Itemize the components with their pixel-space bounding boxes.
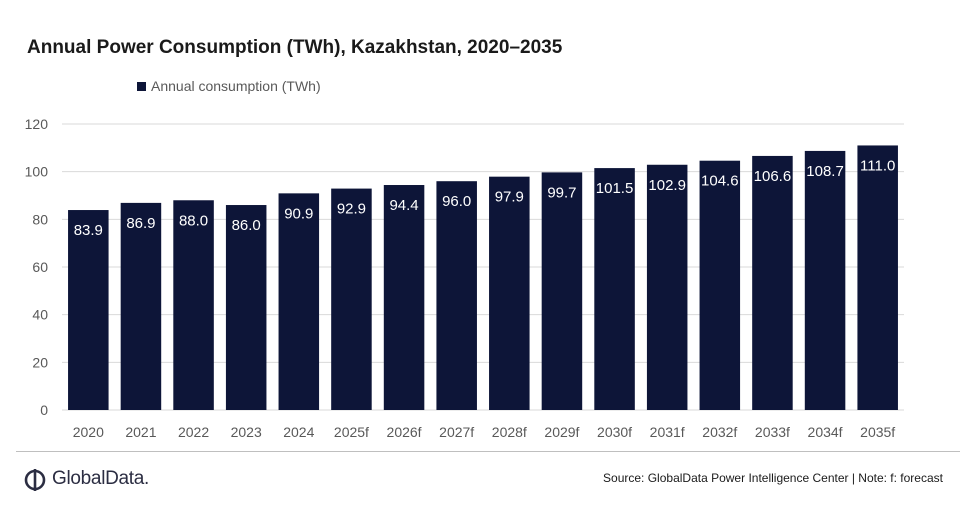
data-label: 102.9 (648, 177, 686, 194)
bar (752, 155, 793, 410)
x-tick-label: 2034f (808, 424, 843, 440)
bar (331, 188, 372, 410)
source-note: Source: GlobalData Power Intelligence Ce… (603, 471, 943, 485)
data-label: 101.5 (596, 180, 634, 197)
legend-label: Annual consumption (TWh) (151, 78, 321, 94)
data-label: 106.6 (754, 168, 792, 185)
x-tick-label: 2028f (492, 424, 527, 440)
bar (857, 145, 898, 410)
data-label: 92.9 (337, 201, 366, 218)
data-label: 88.0 (179, 212, 208, 229)
x-tick-label: 2025f (334, 424, 369, 440)
x-tick-label: 2022 (178, 424, 209, 440)
bar (489, 176, 530, 410)
bar-chart: 0 20 40 60 80 100 120 83.9 2020 86.9 2021 88.0 2022 8… (25, 116, 904, 440)
y-tick-label: 40 (32, 307, 48, 323)
y-tick-label: 0 (40, 402, 48, 418)
bar (646, 164, 688, 410)
globaldata-logo-text: GlobalData. (52, 468, 150, 489)
x-tick-label: 2021 (125, 424, 156, 440)
x-tick-label: 2035f (860, 424, 895, 440)
x-tick-label: 2027f (439, 424, 474, 440)
bar (120, 202, 162, 410)
bar (436, 181, 477, 410)
footer-divider (16, 451, 960, 452)
data-label: 94.4 (389, 197, 418, 214)
x-tick-label: 2026f (387, 424, 422, 440)
bar (68, 210, 109, 410)
globaldata-logo: GlobalData. (24, 465, 149, 493)
data-label: 99.7 (547, 184, 576, 201)
bar (541, 172, 583, 410)
x-tick-label: 2032f (702, 424, 737, 440)
x-tick-label: 2033f (755, 424, 790, 440)
chart-title: Annual Power Consumption (TWh), Kazakhst… (27, 37, 563, 58)
bar (699, 160, 741, 410)
x-tick-label: 2020 (73, 424, 104, 440)
data-label: 111.0 (860, 157, 895, 174)
bar (278, 193, 320, 410)
x-tick-label: 2029f (544, 424, 579, 440)
bar (225, 205, 267, 410)
y-tick-label: 60 (32, 259, 48, 275)
y-tick-label: 100 (25, 164, 49, 180)
x-tick-label: 2030f (597, 424, 632, 440)
bar (804, 150, 846, 410)
bar (594, 168, 635, 410)
y-tick-label: 120 (25, 116, 49, 132)
data-label: 86.0 (232, 217, 261, 234)
bar (173, 200, 214, 410)
data-label: 86.9 (126, 215, 155, 232)
x-tick-label: 2024 (283, 424, 314, 440)
globaldata-logo-icon (24, 469, 46, 491)
x-tick-label: 2023 (231, 424, 262, 440)
y-tick-label: 20 (32, 354, 48, 370)
data-label: 108.7 (806, 163, 844, 180)
legend-swatch (137, 81, 146, 91)
data-label: 104.6 (701, 173, 739, 190)
y-tick-label: 80 (32, 211, 48, 227)
bar (383, 185, 425, 410)
x-tick-label: 2031f (650, 424, 685, 440)
legend: Annual consumption (TWh) (137, 78, 321, 94)
data-label: 97.9 (495, 189, 524, 206)
data-label: 90.9 (284, 205, 313, 222)
data-label: 83.9 (74, 222, 103, 239)
data-label: 96.0 (442, 193, 471, 210)
